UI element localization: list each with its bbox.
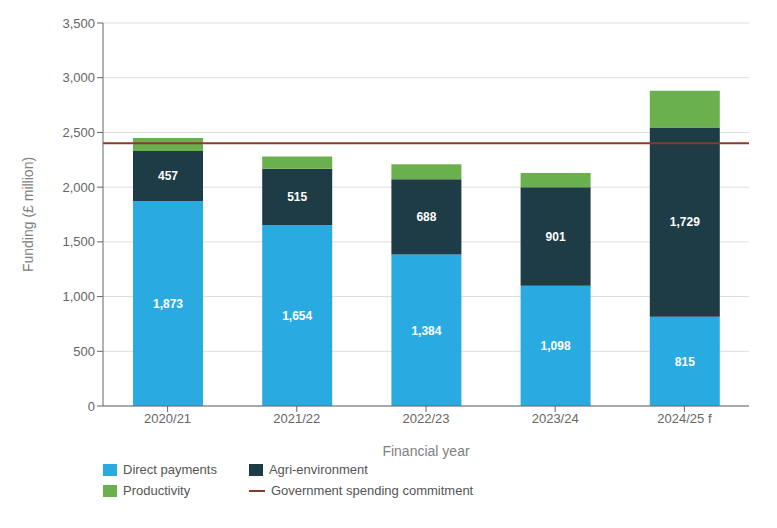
svg-text:2,000: 2,000 (62, 180, 95, 195)
svg-text:0: 0 (88, 399, 95, 414)
svg-text:1,384: 1,384 (411, 324, 441, 338)
svg-text:Financial year: Financial year (382, 443, 469, 459)
svg-text:515: 515 (287, 190, 307, 204)
svg-text:Funding (£ million): Funding (£ million) (20, 157, 36, 272)
svg-text:901: 901 (546, 230, 566, 244)
svg-text:2024/25 f: 2024/25 f (657, 411, 712, 426)
svg-text:2021/22: 2021/22 (273, 411, 320, 426)
html-text:Agri-environment: Agri-environment (268, 462, 368, 477)
html-text:Direct payments: Direct payments (123, 462, 217, 477)
svg-text:688: 688 (416, 210, 436, 224)
svg-text:3,500: 3,500 (62, 16, 95, 31)
svg-text:1,098: 1,098 (541, 339, 571, 353)
svg-text:1,873: 1,873 (153, 297, 183, 311)
svg-text:1,729: 1,729 (670, 215, 700, 229)
html-text:Productivity: Productivity (123, 483, 191, 498)
svg-text:1,654: 1,654 (282, 309, 312, 323)
svg-text:2,500: 2,500 (62, 125, 95, 140)
svg-text:1,000: 1,000 (62, 289, 95, 304)
svg-text:815: 815 (675, 355, 695, 369)
svg-text:2022/23: 2022/23 (403, 411, 450, 426)
svg-text:2023/24: 2023/24 (532, 411, 579, 426)
svg-text:457: 457 (158, 169, 178, 183)
svg-text:500: 500 (73, 344, 95, 359)
svg-text:1,500: 1,500 (62, 234, 95, 249)
svg-text:3,000: 3,000 (62, 70, 95, 85)
svg-text:2020/21: 2020/21 (144, 411, 191, 426)
html-text:Government spending commitment: Government spending commitment (270, 483, 474, 498)
